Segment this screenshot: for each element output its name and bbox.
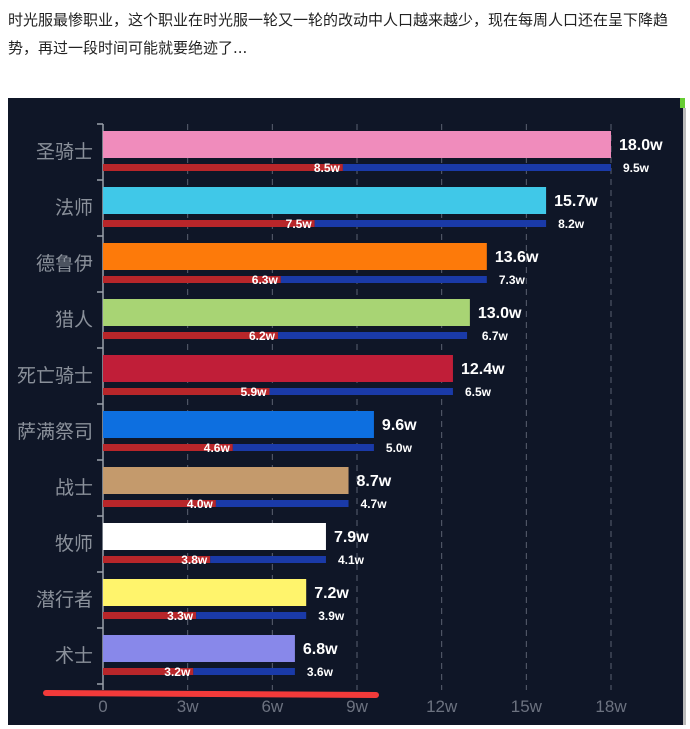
blue-label: 4.7w (361, 497, 388, 511)
blue-bar (210, 556, 326, 563)
total-label: 8.7w (357, 473, 392, 490)
red-bar (103, 332, 278, 339)
red-bar (103, 164, 343, 171)
total-bar (103, 243, 487, 270)
blue-bar (277, 332, 468, 339)
red-bar (103, 276, 281, 283)
red-bar (103, 388, 270, 395)
x-tick-label: 3w (177, 697, 199, 716)
total-label: 6.8w (303, 641, 338, 658)
red-bar (103, 612, 197, 619)
blue-label: 3.9w (318, 609, 345, 623)
blue-bar (280, 276, 487, 283)
chart-svg: 0 3w 6w 9w 12w 15w 18w 圣骑士 18.0w 8.5w 9.5w 法师 15.7w 7… (17, 123, 663, 716)
x-tick-label: 9w (346, 697, 368, 716)
category-label: 潜行者 (36, 589, 93, 611)
category-label: 萨满祭司 (17, 421, 93, 443)
red-label: 7.5w (286, 217, 313, 231)
blue-label: 6.5w (465, 385, 492, 399)
red-label: 3.8w (181, 553, 208, 567)
total-bar (103, 523, 326, 550)
blue-label: 5.0w (386, 441, 413, 455)
category-label: 死亡骑士 (17, 365, 93, 387)
total-bar (103, 579, 307, 606)
blue-bar (215, 500, 349, 507)
blue-bar (314, 220, 547, 227)
blue-label: 4.1w (338, 553, 365, 567)
total-label: 13.6w (495, 249, 539, 266)
intro-paragraph: 时光服最惨职业，这个职业在时光服一轮又一轮的改动中人口越来越少，现在每周人口还在… (8, 11, 669, 57)
red-bar (103, 668, 194, 675)
red-bar (103, 444, 233, 451)
blue-bar (196, 612, 307, 619)
blue-label: 6.7w (482, 329, 509, 343)
category-label: 法师 (55, 197, 93, 219)
red-label: 8.5w (314, 161, 341, 175)
blue-label: 8.2w (558, 217, 585, 231)
total-label: 15.7w (554, 193, 598, 210)
total-bar (103, 411, 374, 438)
blue-label: 7.3w (499, 273, 526, 287)
x-tick-label: 15w (511, 697, 543, 716)
total-bar (103, 187, 547, 214)
total-label: 13.0w (478, 305, 522, 322)
category-label: 圣骑士 (36, 141, 93, 163)
red-label: 3.2w (164, 665, 191, 679)
red-bar (103, 500, 216, 507)
red-label: 4.6w (204, 441, 231, 455)
total-bar (103, 131, 611, 158)
total-label: 12.4w (461, 361, 505, 378)
category-label: 德鲁伊 (36, 253, 93, 275)
total-bar (103, 299, 470, 326)
class-population-chart: 0 3w 6w 9w 12w 15w 18w 圣骑士 18.0w 8.5w 9.5w 法师 15.7w 7… (8, 98, 683, 725)
total-label: 18.0w (619, 137, 663, 154)
red-label: 4.0w (187, 497, 214, 511)
scrollbar[interactable] (683, 108, 686, 725)
red-label: 6.3w (252, 273, 279, 287)
blue-bar (342, 164, 611, 171)
total-bar (103, 355, 453, 382)
red-label: 5.9w (240, 385, 267, 399)
category-label: 牧师 (55, 533, 93, 555)
red-label: 6.2w (249, 329, 276, 343)
total-label: 7.2w (314, 585, 349, 602)
total-label: 9.6w (382, 417, 417, 434)
red-underline-annotation (43, 690, 379, 698)
red-bar (103, 556, 211, 563)
red-bar (103, 220, 315, 227)
blue-label: 9.5w (623, 161, 650, 175)
blue-bar (193, 668, 295, 675)
x-tick-label: 0 (98, 697, 107, 716)
category-label: 猎人 (55, 309, 93, 331)
red-label: 3.3w (167, 609, 194, 623)
blue-bar (232, 444, 374, 451)
blue-label: 3.6w (307, 665, 334, 679)
blue-bar (269, 388, 453, 395)
category-label: 战士 (55, 477, 93, 499)
total-label: 7.9w (334, 529, 369, 546)
total-bar (103, 467, 349, 494)
x-tick-label: 6w (261, 697, 283, 716)
total-bar (103, 635, 295, 662)
x-tick-label: 12w (426, 697, 458, 716)
scroll-indicator (680, 98, 685, 108)
category-label: 术士 (55, 645, 93, 667)
x-tick-label: 18w (595, 697, 627, 716)
